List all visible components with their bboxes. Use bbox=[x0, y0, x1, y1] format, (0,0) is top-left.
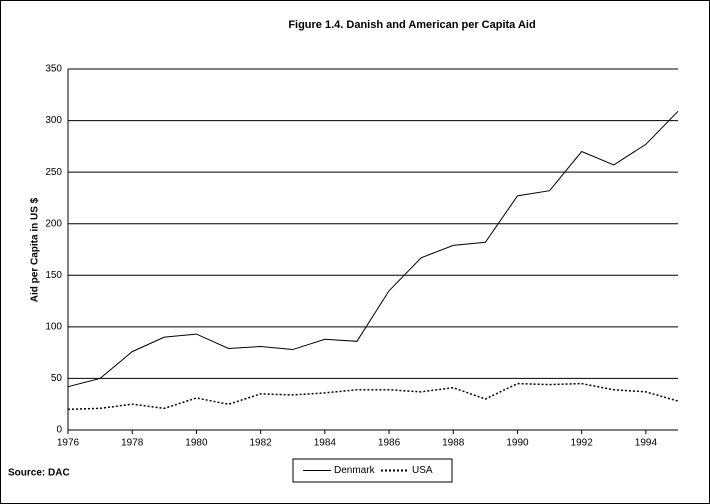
y-axis-label: Aid per Capita in US $ bbox=[30, 197, 41, 302]
y-tick-label: 250 bbox=[45, 167, 62, 178]
y-tick-label: 350 bbox=[45, 64, 62, 75]
source-note: Source: DAC bbox=[8, 468, 70, 479]
y-tick-label: 150 bbox=[45, 270, 62, 281]
y-tick-label: 0 bbox=[56, 425, 62, 436]
x-tick-label: 1984 bbox=[314, 438, 337, 449]
x-tick-label: 1990 bbox=[506, 438, 529, 449]
y-tick-label: 50 bbox=[51, 373, 63, 384]
x-tick-label: 1992 bbox=[571, 438, 594, 449]
legend-label: Denmark bbox=[334, 465, 376, 476]
y-tick-label: 200 bbox=[45, 218, 62, 229]
y-tick-label: 300 bbox=[45, 115, 62, 126]
chart-title: Figure 1.4. Danish and American per Capi… bbox=[288, 19, 535, 31]
x-tick-label: 1978 bbox=[121, 438, 144, 449]
x-tick-label: 1986 bbox=[378, 438, 401, 449]
series-line bbox=[67, 110, 679, 388]
series-line bbox=[67, 382, 679, 411]
y-tick-label: 100 bbox=[45, 321, 62, 332]
x-tick-label: 1982 bbox=[250, 438, 273, 449]
x-tick-label: 1980 bbox=[185, 438, 208, 449]
x-tick-label: 1976 bbox=[57, 438, 80, 449]
x-tick-label: 1994 bbox=[635, 438, 658, 449]
x-tick-label: 1988 bbox=[442, 438, 465, 449]
legend-box bbox=[292, 458, 453, 483]
legend-label: USA bbox=[412, 465, 433, 476]
